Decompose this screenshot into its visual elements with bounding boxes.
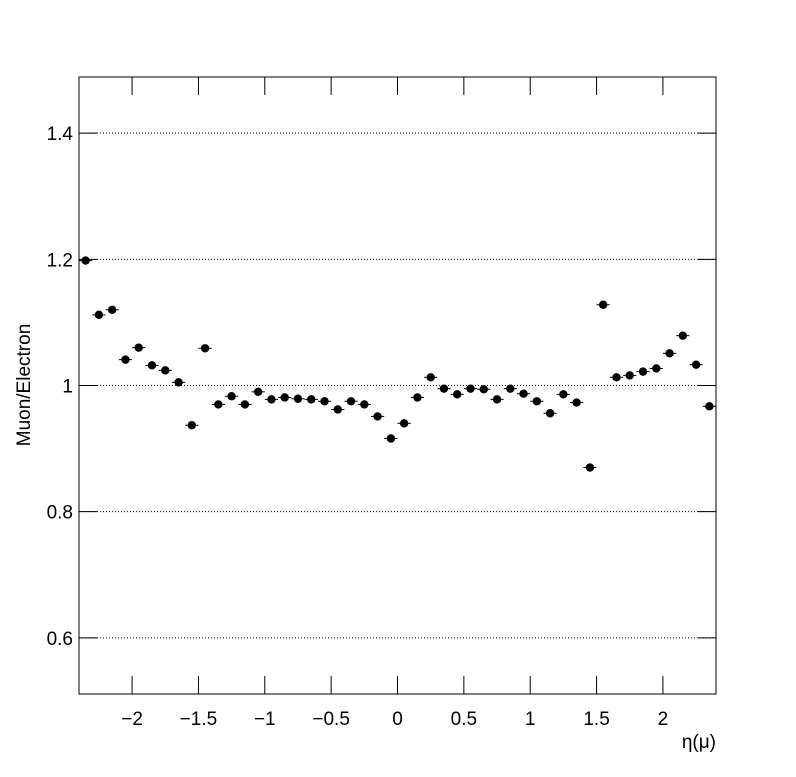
data-point	[638, 367, 648, 376]
data-point	[280, 393, 289, 402]
data-point	[665, 349, 674, 358]
data-point	[598, 300, 608, 309]
data-point	[506, 384, 515, 393]
data-point	[572, 398, 581, 407]
data-point	[293, 394, 303, 403]
data-point	[453, 390, 462, 399]
data-point	[413, 393, 422, 402]
data-point	[439, 384, 449, 393]
x-axis-title: η(μ)	[682, 732, 716, 753]
x-tick-label: 2	[658, 709, 669, 730]
data-point	[678, 331, 688, 340]
data-point	[426, 373, 435, 382]
data-point	[240, 400, 250, 409]
x-tick-label: 0	[392, 709, 403, 730]
data-point	[652, 364, 661, 373]
data-point	[267, 395, 276, 404]
x-tick-label: 0.5	[451, 709, 477, 730]
data-point	[227, 392, 236, 401]
data-point	[466, 384, 475, 393]
data-point	[346, 397, 356, 406]
x-tick-label: 1.5	[583, 709, 609, 730]
data-point	[147, 361, 157, 370]
y-tick-label: 0.8	[47, 503, 73, 524]
data-point	[81, 256, 90, 265]
data-point	[399, 419, 409, 428]
data-point	[307, 395, 316, 404]
data-point	[187, 421, 197, 430]
data-point	[94, 310, 104, 320]
data-point	[386, 434, 396, 443]
data-point	[134, 343, 143, 352]
data-point	[532, 397, 542, 406]
data-point	[320, 397, 329, 406]
data-point	[559, 390, 568, 399]
x-tick-label: 1	[525, 709, 536, 730]
data-point	[253, 387, 263, 397]
data-point	[492, 395, 502, 404]
y-axis-title: Muon/Electron	[14, 324, 35, 447]
data-point	[625, 371, 634, 380]
y-tick-label: 1	[62, 377, 73, 398]
x-tick-label: −2	[121, 709, 143, 730]
y-tick-label: 1.4	[47, 124, 74, 145]
x-tick-label: −0.5	[312, 709, 350, 730]
data-point	[161, 366, 170, 375]
data-point	[214, 400, 223, 409]
data-point	[360, 400, 369, 409]
data-point	[107, 305, 117, 314]
data-point	[333, 405, 342, 414]
data-point	[545, 409, 555, 418]
data-point	[519, 389, 528, 398]
data-point	[174, 378, 183, 387]
data-point	[691, 360, 701, 369]
data-point	[585, 463, 595, 472]
data-point	[200, 344, 210, 353]
data-point	[705, 402, 714, 411]
y-tick-label: 0.6	[47, 629, 73, 650]
y-tick-label: 1.2	[47, 250, 73, 271]
data-point	[479, 385, 488, 394]
data-point	[121, 355, 130, 364]
x-tick-label: −1.5	[180, 709, 218, 730]
x-tick-label: −1	[254, 709, 276, 730]
data-point	[373, 412, 382, 421]
data-point	[612, 373, 621, 382]
